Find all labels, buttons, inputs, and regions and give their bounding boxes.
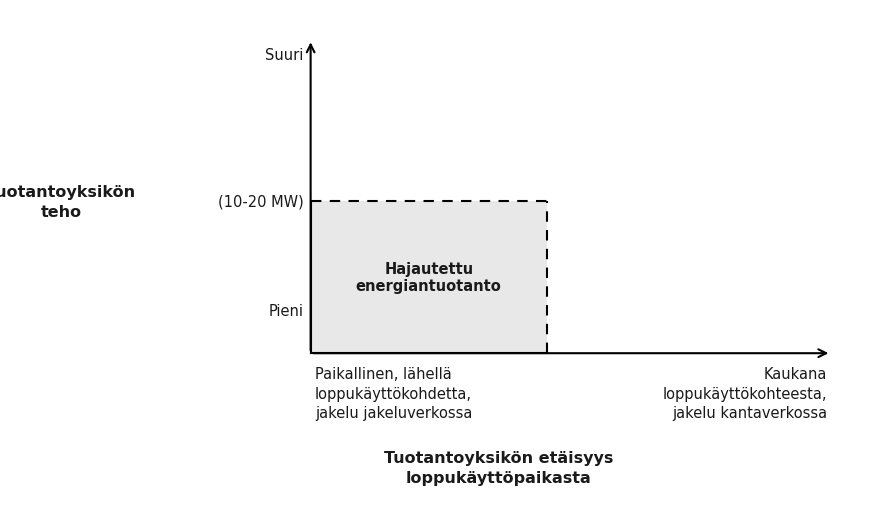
Text: Paikallinen, lähellä
loppukäyttökohdetta,
jakelu jakeluverkossa: Paikallinen, lähellä loppukäyttökohdetta… [315,366,473,421]
Text: (10-20 MW): (10-20 MW) [218,194,304,210]
Text: Tuotantoyksikön etäisyys
loppukäyttöpaikasta: Tuotantoyksikön etäisyys loppukäyttöpaik… [384,450,613,485]
Text: Kaukana
loppukäyttökohteesta,
jakelu kantaverkossa: Kaukana loppukäyttökohteesta, jakelu kan… [662,366,827,421]
Bar [311,202,547,354]
Text: Hajautettu
energiantuotanto: Hajautettu energiantuotanto [356,262,501,294]
Text: Suuri: Suuri [265,48,304,63]
Text: Pieni: Pieni [269,304,304,319]
Text: Tuotantoyksikön
teho: Tuotantoyksikön teho [0,185,136,219]
